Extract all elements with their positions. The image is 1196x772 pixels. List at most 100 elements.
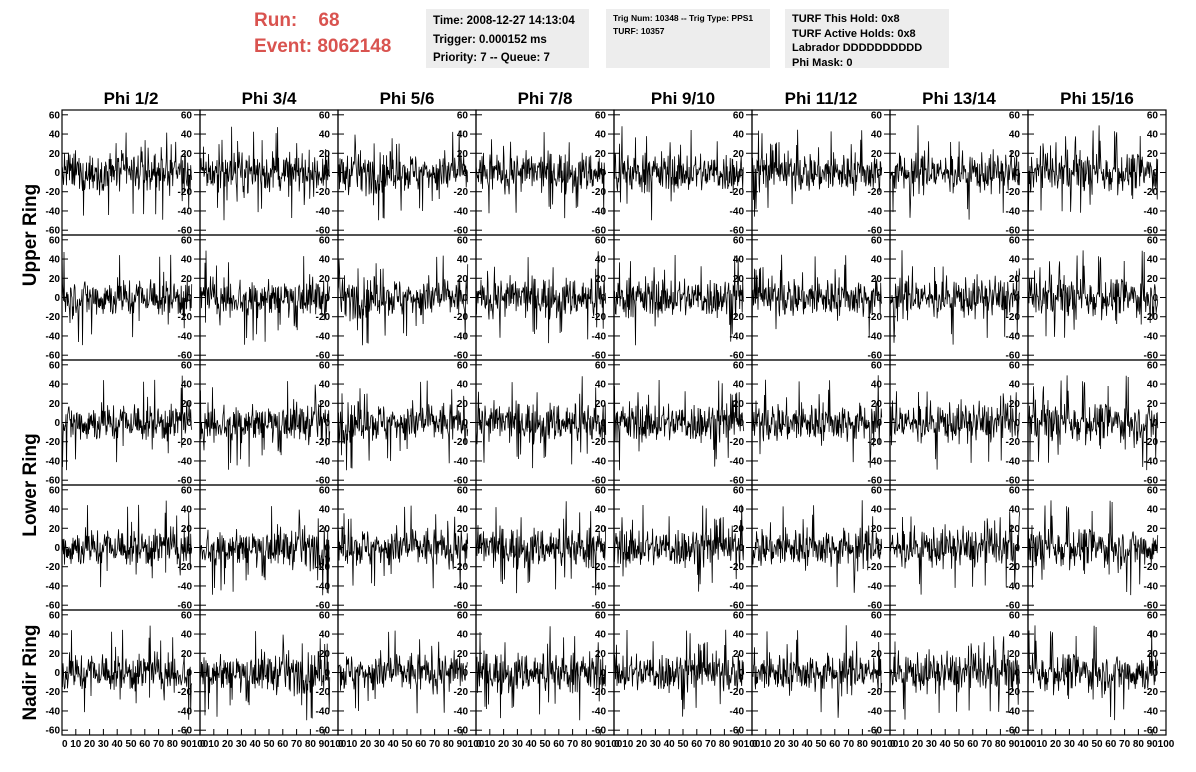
xtick-label-c1-1: 10 [70, 739, 82, 750]
ytick-label-inner-r3-c5-6: 60 [733, 360, 745, 371]
ytick-label-inner-r3-c4-3: 0 [600, 418, 606, 429]
ytick-label-inner-r5-c6-0: -60 [868, 726, 883, 737]
ytick-label-inner-r1-c1-1: -40 [178, 206, 193, 217]
ytick-label-inner-r2-c8-1: -40 [1144, 331, 1159, 342]
ytick-label-r1-0: -60 [46, 226, 61, 237]
ytick-label-inner-r3-c2-2: -20 [316, 437, 331, 448]
ytick-label-inner-r1-c4-2: -20 [592, 187, 607, 198]
ytick-label-inner-r4-c3-4: 20 [457, 524, 469, 535]
trace-r5-c4 [475, 626, 607, 721]
ytick-label-inner-r4-c7-4: 20 [1009, 524, 1021, 535]
trace-r3-c2 [199, 381, 331, 470]
ytick-label-inner-r4-c8-5: 40 [1147, 505, 1159, 516]
ytick-label-inner-r4-c1-3: 0 [186, 543, 192, 554]
ytick-label-inner-r1-c8-5: 40 [1147, 130, 1159, 141]
ytick-label-inner-r2-c5-0: -60 [730, 351, 745, 362]
trace-r1-c4 [475, 132, 607, 219]
ytick-label-inner-r5-c4-6: 60 [595, 610, 607, 621]
ytick-label-inner-r2-c3-3: 0 [462, 293, 468, 304]
ytick-label-inner-r3-c3-5: 40 [457, 380, 469, 391]
ytick-label-r1-5: 40 [49, 130, 61, 141]
ytick-label-inner-r5-c7-2: -20 [1006, 687, 1021, 698]
xtick-label-c1-10: 100 [192, 739, 209, 750]
ytick-label-inner-r2-c4-3: 0 [600, 293, 606, 304]
ytick-label-inner-r5-c2-1: -40 [316, 706, 331, 717]
trace-r1-c2 [199, 126, 331, 221]
xtick-label-c4-3: 30 [512, 739, 524, 750]
ytick-label-inner-r4-c6-2: -20 [868, 562, 883, 573]
ytick-label-inner-r3-c3-4: 20 [457, 399, 469, 410]
ytick-label-inner-r3-c8-5: 40 [1147, 380, 1159, 391]
turf-active-line: TURF Active Holds: 0x8 [792, 27, 916, 40]
ytick-label-r5-2: -20 [46, 687, 61, 698]
ytick-label-inner-r1-c3-5: 40 [457, 130, 469, 141]
trace-r2-c3 [337, 255, 469, 346]
ytick-label-inner-r2-c8-2: -20 [1144, 312, 1159, 323]
ytick-label-inner-r1-c4-1: -40 [592, 206, 607, 217]
trace-r3-c5 [613, 379, 745, 471]
ytick-label-inner-r1-c2-5: 40 [319, 130, 331, 141]
xtick-label-c5-5: 50 [677, 739, 689, 750]
ytick-label-inner-r3-c4-0: -60 [592, 476, 607, 487]
ytick-label-r4-3: 0 [54, 543, 60, 554]
column-title-phi-1-2: Phi 1/2 [104, 89, 159, 108]
ytick-label-inner-r1-c1-0: -60 [178, 226, 193, 237]
xtick-label-c6-8: 80 [857, 739, 869, 750]
ytick-label-inner-r4-c3-3: 0 [462, 543, 468, 554]
ytick-label-inner-r5-c8-1: -40 [1144, 706, 1159, 717]
trace-r2-c6 [751, 254, 883, 338]
ytick-label-r3-4: 20 [49, 399, 61, 410]
trace-r1-c3 [337, 130, 469, 221]
xtick-label-last-2: 20 [1050, 739, 1062, 750]
ytick-label-r5-4: 20 [49, 649, 61, 660]
ytick-label-inner-r3-c3-3: 0 [462, 418, 468, 429]
labrador-line: Labrador DDDDDDDDDD [792, 42, 923, 54]
ytick-label-r1-3: 0 [54, 168, 60, 179]
xtick-label-c3-7: 70 [429, 739, 441, 750]
ytick-label-inner-r5-c4-0: -60 [592, 726, 607, 737]
xtick-label-c1-3: 30 [98, 739, 110, 750]
ytick-label-inner-r1-c8-3: 0 [1152, 168, 1158, 179]
ytick-label-inner-r4-c8-0: -60 [1144, 601, 1159, 612]
xtick-label-c1-5: 50 [125, 739, 137, 750]
ytick-label-r4-6: 60 [49, 485, 61, 496]
ytick-label-inner-r1-c7-6: 60 [1009, 110, 1021, 121]
xtick-label-c4-8: 80 [581, 739, 593, 750]
ytick-label-inner-r4-c1-6: 60 [181, 485, 193, 496]
ytick-label-inner-r3-c3-6: 60 [457, 360, 469, 371]
ytick-label-r4-4: 20 [49, 524, 61, 535]
ytick-label-inner-r2-c4-6: 60 [595, 235, 607, 246]
ytick-label-inner-r5-c6-3: 0 [876, 668, 882, 679]
ytick-label-inner-r1-c5-0: -60 [730, 226, 745, 237]
xtick-label-c5-1: 10 [622, 739, 634, 750]
ytick-label-inner-r3-c4-1: -40 [592, 456, 607, 467]
ytick-label-inner-r4-c2-0: -60 [316, 601, 331, 612]
ytick-label-inner-r2-c2-2: -20 [316, 312, 331, 323]
ytick-label-inner-r1-c1-4: 20 [181, 149, 193, 160]
ytick-label-inner-r3-c4-6: 60 [595, 360, 607, 371]
ytick-label-inner-r3-c2-5: 40 [319, 380, 331, 391]
ytick-label-inner-r1-c3-3: 0 [462, 168, 468, 179]
ytick-label-inner-r2-c5-5: 40 [733, 255, 745, 266]
ytick-label-inner-r3-c4-4: 20 [595, 399, 607, 410]
trace-r2-c2 [199, 250, 331, 345]
ytick-label-inner-r4-c7-0: -60 [1006, 601, 1021, 612]
trace-r5-c6 [751, 625, 883, 718]
ytick-label-inner-r1-c4-5: 40 [595, 130, 607, 141]
ytick-label-inner-r4-c3-6: 60 [457, 485, 469, 496]
xtick-label-c2-2: 20 [222, 739, 234, 750]
ytick-label-inner-r3-c7-5: 40 [1009, 380, 1021, 391]
ytick-label-inner-r4-c2-1: -40 [316, 581, 331, 592]
ytick-label-inner-r3-c2-3: 0 [324, 418, 330, 429]
ytick-label-inner-r4-c7-3: 0 [1014, 543, 1020, 554]
phi-mask-line: Phi Mask: 0 [792, 56, 853, 69]
ytick-label-inner-r1-c4-3: 0 [600, 168, 606, 179]
xtick-label-last-4: 40 [1078, 739, 1090, 750]
ytick-label-inner-r5-c1-5: 40 [181, 630, 193, 641]
ytick-label-inner-r4-c7-5: 40 [1009, 505, 1021, 516]
ytick-label-inner-r4-c2-3: 0 [324, 543, 330, 554]
ytick-label-inner-r3-c2-6: 60 [319, 360, 331, 371]
row-label-nadir-ring: Nadir Ring [20, 624, 41, 720]
ytick-label-inner-r4-c5-3: 0 [738, 543, 744, 554]
xtick-label-c5-10: 100 [744, 739, 761, 750]
